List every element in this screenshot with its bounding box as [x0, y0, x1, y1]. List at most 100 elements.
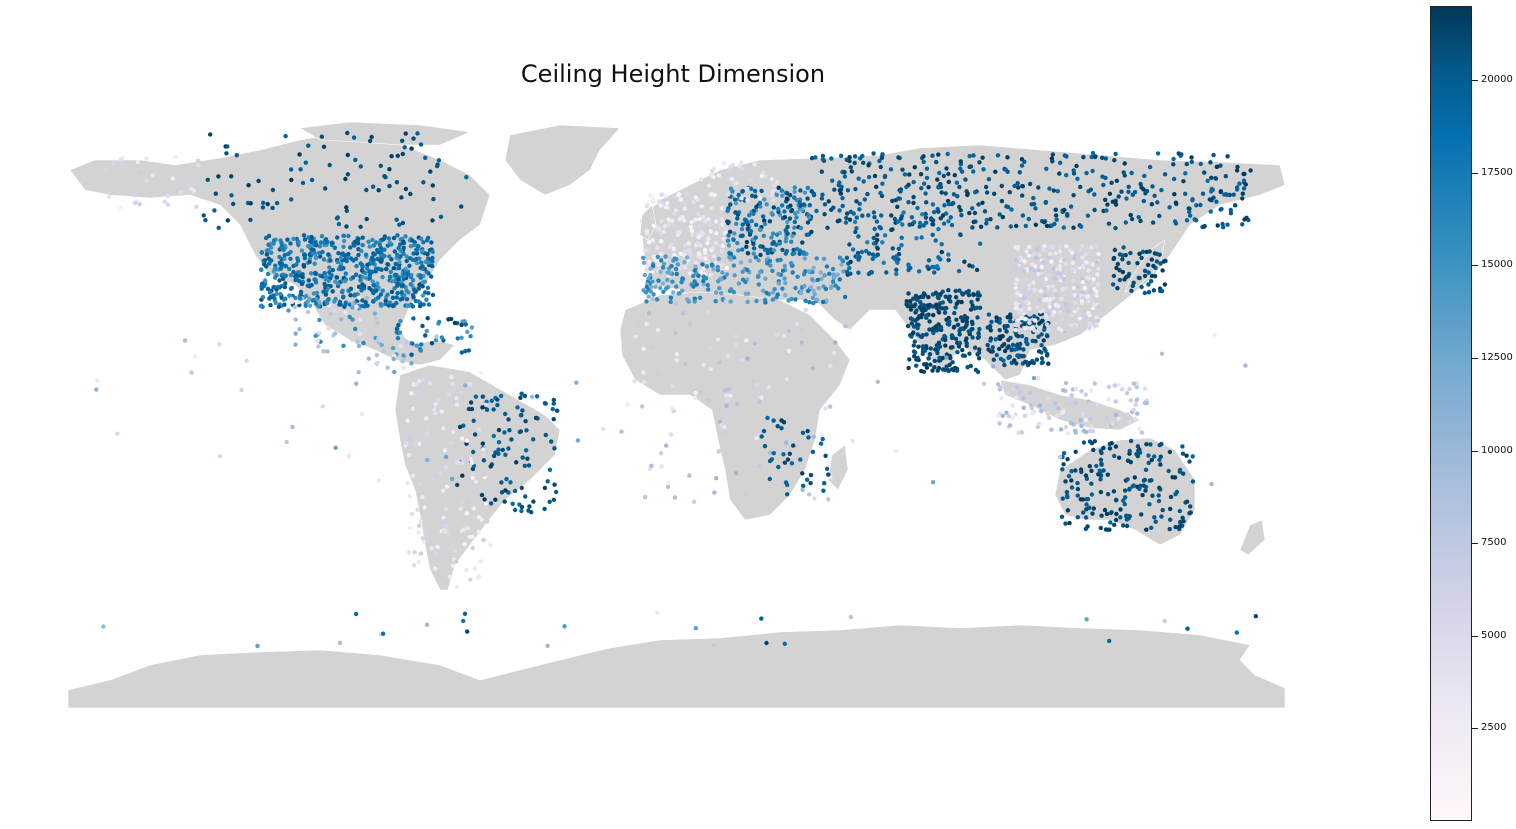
- station-point: [476, 574, 482, 579]
- station-point: [1105, 202, 1110, 207]
- station-point: [920, 212, 925, 217]
- station-point: [693, 195, 698, 200]
- station-point: [454, 396, 459, 401]
- station-point: [844, 215, 849, 221]
- station-point: [667, 271, 673, 276]
- station-point: [752, 188, 758, 194]
- station-point: [1027, 244, 1032, 250]
- station-point: [1006, 413, 1011, 419]
- station-point: [726, 233, 731, 238]
- station-point: [1087, 321, 1092, 326]
- station-point: [665, 484, 671, 489]
- station-point: [781, 333, 787, 338]
- station-point: [806, 268, 812, 274]
- station-point: [649, 193, 655, 199]
- station-point: [1021, 405, 1026, 410]
- station-point: [822, 212, 827, 217]
- station-point: [811, 434, 816, 439]
- station-point: [1033, 255, 1039, 260]
- station-point: [665, 277, 670, 283]
- station-point: [801, 250, 806, 255]
- station-point: [389, 154, 394, 159]
- station-point: [418, 518, 423, 524]
- station-point: [1088, 401, 1093, 406]
- station-point: [1041, 247, 1046, 253]
- station-point: [342, 278, 348, 284]
- station-point: [816, 286, 821, 291]
- station-point: [1156, 493, 1161, 498]
- station-point: [925, 303, 930, 308]
- station-point: [1137, 486, 1142, 491]
- station-point: [1172, 475, 1178, 480]
- station-point: [821, 256, 827, 262]
- station-point: [715, 264, 720, 270]
- station-point: [982, 209, 988, 214]
- station-point: [1063, 425, 1069, 430]
- station-point: [510, 501, 515, 506]
- station-point: [470, 545, 475, 551]
- station-point: [1135, 261, 1140, 266]
- station-point: [296, 299, 301, 305]
- station-point: [1150, 220, 1156, 225]
- station-point: [370, 184, 376, 189]
- station-point: [292, 304, 297, 310]
- station-point: [373, 240, 379, 245]
- station-point: [1055, 406, 1061, 411]
- station-point: [798, 225, 804, 231]
- station-point: [964, 343, 969, 349]
- station-point: [936, 226, 941, 232]
- station-point: [1013, 412, 1018, 417]
- station-point: [321, 289, 326, 294]
- station-point: [1089, 245, 1094, 250]
- station-point: [1027, 181, 1033, 187]
- station-point: [786, 298, 791, 303]
- greenland-shape: [504, 124, 621, 196]
- station-point: [668, 432, 674, 437]
- station-point: [400, 359, 405, 364]
- station-point: [718, 225, 723, 230]
- station-point: [733, 342, 739, 347]
- station-point: [336, 251, 341, 256]
- station-point: [1080, 243, 1085, 249]
- station-point: [387, 167, 392, 172]
- station-point: [289, 296, 294, 302]
- station-point: [842, 170, 847, 175]
- station-point: [323, 186, 328, 191]
- south-america-shape: [394, 364, 561, 591]
- station-point: [1187, 209, 1192, 215]
- station-point: [438, 214, 444, 219]
- station-point: [952, 173, 957, 178]
- station-point: [1094, 289, 1099, 294]
- station-point: [1042, 282, 1047, 287]
- station-point: [1007, 190, 1012, 195]
- station-point: [725, 219, 730, 224]
- station-point: [420, 536, 425, 541]
- station-point: [1049, 427, 1054, 432]
- station-point: [795, 274, 800, 279]
- station-point: [830, 279, 836, 284]
- station-point: [939, 242, 944, 247]
- station-point: [1074, 163, 1079, 169]
- station-point: [1133, 402, 1138, 408]
- station-point: [957, 340, 962, 345]
- station-point: [695, 230, 700, 236]
- station-point: [518, 395, 523, 400]
- station-point: [1045, 334, 1050, 339]
- station-point: [1089, 468, 1094, 473]
- station-point: [396, 322, 401, 328]
- station-point: [644, 267, 649, 273]
- station-point: [115, 431, 120, 436]
- station-point: [1016, 430, 1021, 435]
- station-point: [793, 297, 798, 302]
- station-point: [1044, 353, 1050, 358]
- station-point: [809, 155, 815, 161]
- station-point: [957, 184, 962, 190]
- station-point: [1152, 454, 1157, 459]
- station-point: [1083, 515, 1089, 520]
- station-point: [1046, 311, 1052, 317]
- station-point: [800, 240, 805, 245]
- station-point: [450, 381, 455, 387]
- station-point: [1131, 483, 1136, 488]
- station-point: [1167, 205, 1172, 210]
- station-point: [881, 260, 886, 265]
